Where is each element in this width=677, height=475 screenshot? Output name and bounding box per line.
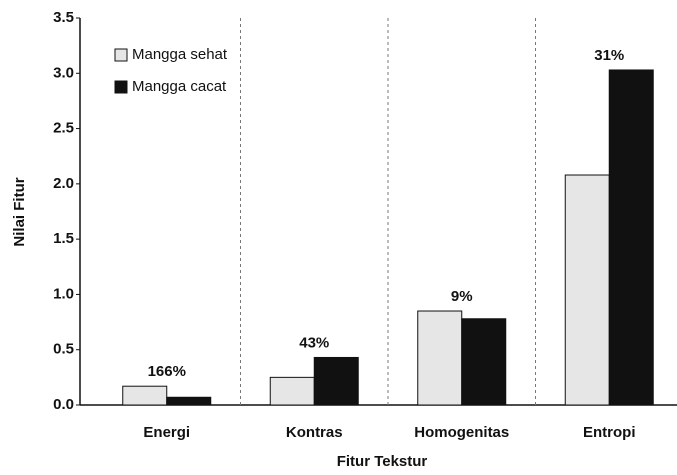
legend-label: Mangga sehat [132,46,228,63]
bar [564,174,610,406]
y-tick-label: 0.5 [53,341,74,358]
y-tick-label: 2.5 [53,120,74,137]
x-tick-label: Kontras [286,424,343,441]
y-tick-label: 3.0 [53,64,74,81]
bar [608,69,654,406]
legend-label: Mangga cacat [132,78,227,95]
bar [166,396,212,406]
bar [417,310,463,406]
y-tick-label: 1.0 [53,285,74,302]
bar [269,376,315,406]
annotation: 166% [148,363,186,380]
legend-swatch [114,80,128,94]
y-tick-label: 0.0 [53,396,74,413]
annotation: 31% [594,47,624,64]
bar [461,318,507,406]
legend-swatch [114,48,128,62]
x-axis-label: Fitur Tekstur [337,453,428,470]
y-tick-label: 1.5 [53,230,74,247]
y-tick-label: 3.5 [53,9,74,26]
x-tick-label: Homogenitas [414,424,509,441]
bar [122,385,168,406]
x-tick-label: Energi [143,424,190,441]
x-tick-label: Entropi [583,424,636,441]
annotation: 9% [451,288,473,305]
y-axis-label: Nilai Fitur [11,177,28,246]
annotation: 43% [299,334,329,351]
y-tick-label: 2.0 [53,175,74,192]
bar [313,356,359,406]
